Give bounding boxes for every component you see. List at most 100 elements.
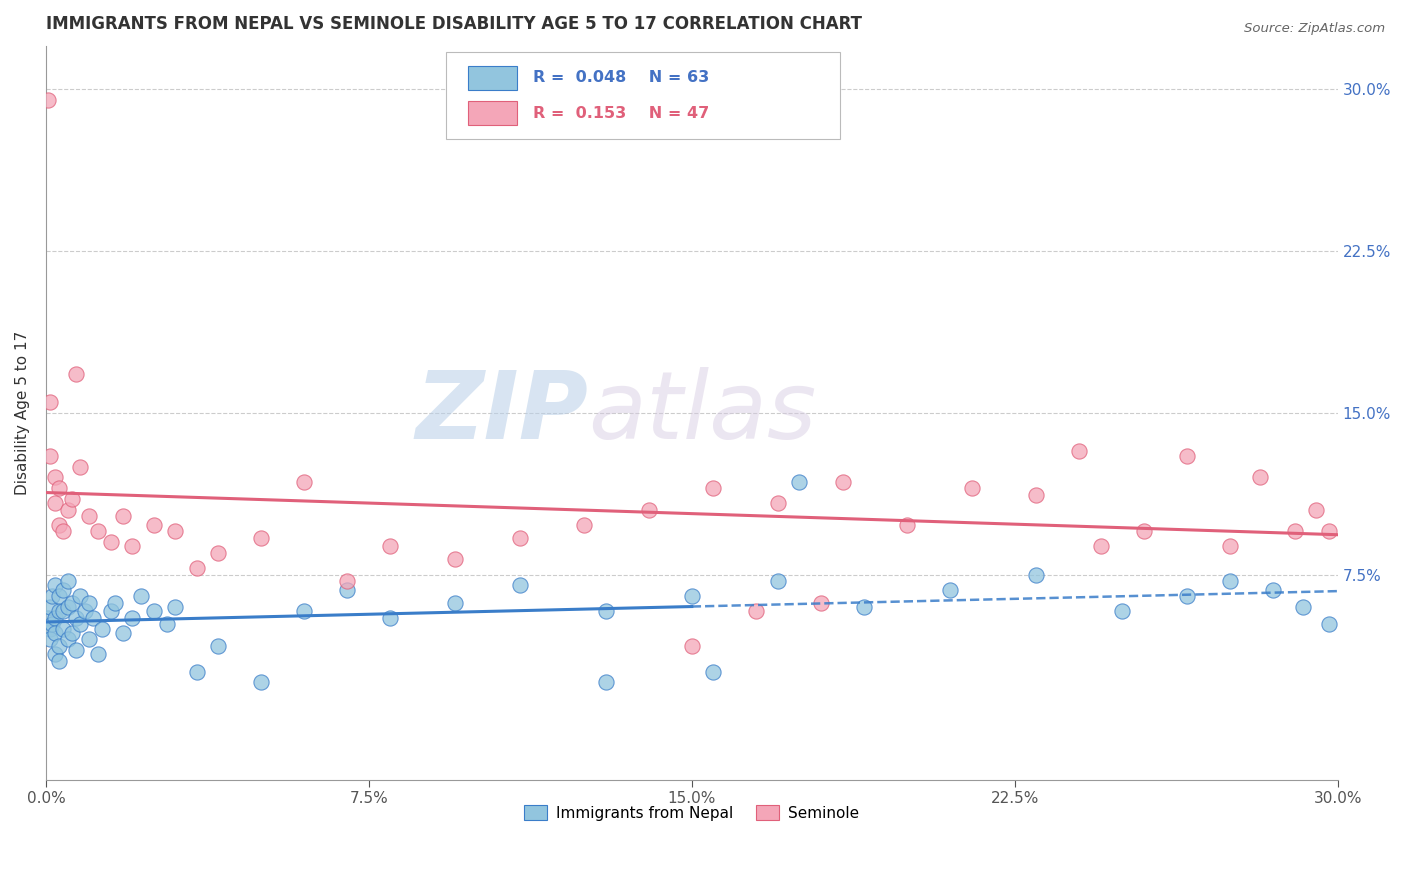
Point (1305, 502, 1327, 516)
Text: ZIP: ZIP (416, 367, 589, 458)
Point (112, 625, 135, 640)
Point (155, 617, 177, 632)
Point (960, 481, 983, 495)
Point (44, 625, 66, 640)
Point (1249, 470, 1271, 484)
Point (336, 574, 359, 588)
Point (509, 578, 531, 592)
Point (56, 574, 79, 588)
Point (41, 617, 63, 632)
Point (1175, 449, 1198, 463)
Point (1111, 604, 1133, 618)
Point (1069, 444, 1091, 458)
Point (69, 459, 91, 474)
Point (142, 517, 165, 532)
Point (39, 599, 62, 614)
Point (789, 475, 811, 489)
Point (86, 648, 108, 662)
Point (121, 610, 143, 624)
Point (65, 643, 87, 657)
Point (37, 93, 59, 107)
Point (48, 639, 70, 653)
Point (48, 517, 70, 532)
Point (44, 470, 66, 484)
Point (896, 517, 918, 532)
Point (100, 535, 122, 549)
Point (39, 622, 62, 636)
Point (48, 589, 70, 603)
Point (444, 552, 467, 566)
Point (52, 524, 75, 539)
FancyBboxPatch shape (446, 53, 841, 139)
Point (52, 582, 75, 597)
Text: R =  0.153    N = 47: R = 0.153 N = 47 (533, 105, 709, 120)
Text: IMMIGRANTS FROM NEPAL VS SEMINOLE DISABILITY AGE 5 TO 17 CORRELATION CHART: IMMIGRANTS FROM NEPAL VS SEMINOLE DISABI… (46, 15, 862, 33)
Point (292, 475, 315, 489)
Point (509, 531, 531, 545)
Point (207, 639, 229, 653)
Point (77, 632, 100, 647)
Point (572, 517, 595, 532)
Y-axis label: Disability Age 5 to 17: Disability Age 5 to 17 (15, 331, 30, 495)
Point (380, 610, 402, 624)
Text: atlas: atlas (589, 368, 817, 458)
Point (39, 632, 62, 647)
Point (939, 582, 962, 597)
Point (1317, 617, 1340, 632)
Point (1284, 524, 1306, 539)
Point (39, 449, 62, 463)
Point (48, 481, 70, 495)
Point (595, 675, 617, 690)
Point (56, 599, 79, 614)
Point (44, 496, 66, 510)
Point (48, 604, 70, 618)
Point (380, 540, 402, 554)
Point (86, 524, 108, 539)
Point (1025, 488, 1047, 502)
Text: Source: ZipAtlas.com: Source: ZipAtlas.com (1244, 22, 1385, 36)
Point (56, 502, 79, 516)
Point (1133, 524, 1156, 539)
Point (766, 574, 789, 588)
Point (77, 596, 100, 610)
Point (250, 675, 273, 690)
Point (1025, 567, 1047, 582)
Point (65, 610, 87, 624)
Point (60, 596, 83, 610)
Point (129, 589, 152, 603)
Point (69, 589, 91, 603)
Point (121, 540, 143, 554)
Point (745, 604, 768, 618)
Point (702, 665, 724, 679)
Point (39, 394, 62, 409)
Point (1317, 524, 1340, 539)
Point (44, 578, 66, 592)
Point (810, 596, 832, 610)
Point (142, 604, 165, 618)
Point (250, 531, 273, 545)
Point (60, 491, 83, 506)
Point (100, 604, 122, 618)
FancyBboxPatch shape (468, 66, 517, 90)
Point (73, 604, 96, 618)
Point (1175, 589, 1198, 603)
Point (65, 367, 87, 381)
Point (69, 617, 91, 632)
Point (186, 665, 208, 679)
Point (112, 509, 135, 524)
Point (702, 481, 724, 495)
Point (595, 604, 617, 618)
FancyBboxPatch shape (468, 102, 517, 125)
Point (165, 599, 187, 614)
Text: R =  0.048    N = 63: R = 0.048 N = 63 (533, 70, 709, 85)
Point (853, 599, 876, 614)
Point (60, 625, 83, 640)
Point (52, 622, 75, 636)
Point (444, 596, 467, 610)
Point (186, 561, 208, 575)
Point (1261, 582, 1284, 597)
Point (77, 509, 100, 524)
Point (37, 610, 59, 624)
Point (41, 589, 63, 603)
Point (44, 648, 66, 662)
